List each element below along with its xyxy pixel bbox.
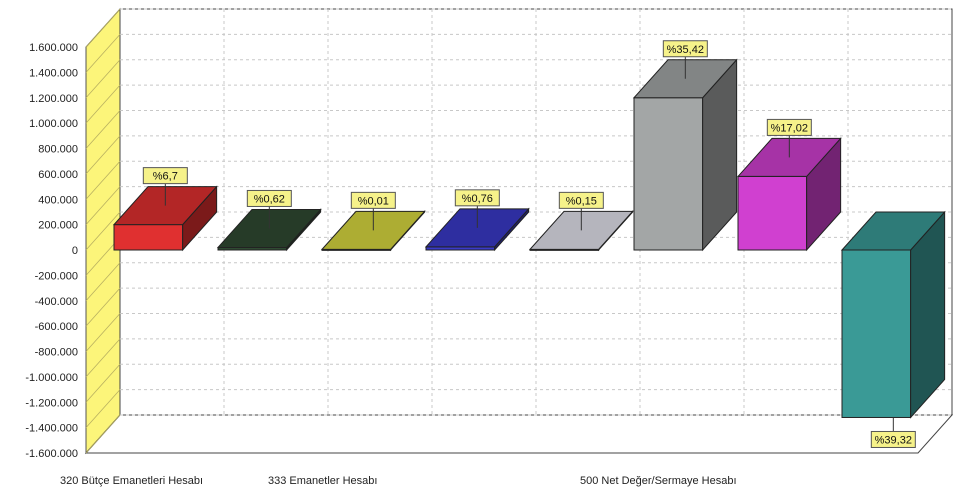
data-label-box [142, 167, 188, 185]
wall-gridline [85, 34, 121, 73]
data-label: %0,62 [246, 189, 292, 229]
data-label-box [662, 40, 708, 58]
data-label-text: %17,02 [771, 122, 808, 134]
wall-gridline [85, 363, 121, 403]
wall-gridline [85, 8, 121, 48]
data-label-box [870, 430, 916, 448]
wall-gridline [85, 186, 121, 225]
data-label-text: %0,76 [462, 193, 493, 205]
wall-gridline [85, 84, 121, 124]
wall-gridline [85, 211, 121, 251]
data-label-text: %0,01 [358, 195, 389, 207]
y-tick-label: -1.000.000 [25, 372, 78, 384]
data-label-box [558, 191, 604, 209]
y-tick-label: -400.000 [35, 296, 78, 308]
y-tick-label: 1.200.000 [29, 93, 78, 105]
bar-front [633, 97, 704, 251]
x-category-label: 320 Bütçe Emanetleri Hesabı [60, 475, 203, 487]
y-tick-label: -800.000 [35, 347, 78, 359]
y-tick-label: -1.200.000 [25, 397, 78, 409]
data-label-text: %39,32 [875, 434, 912, 446]
data-label-text: %6,7 [153, 171, 178, 183]
x-category-label: 500 Net Değer/Sermaye Hesabı [580, 475, 737, 487]
wall-gridline [85, 135, 121, 175]
y-tick-label: 400.000 [38, 194, 78, 206]
y-tick-label: 200.000 [38, 220, 78, 232]
x-axis: 320 Bütçe Emanetleri Hesabı 333 Emanetler… [60, 475, 737, 487]
y-tick-label: 1.400.000 [29, 67, 78, 79]
y-tick-label: -200.000 [35, 270, 78, 282]
wall-gridline [85, 414, 121, 454]
wall-gridline [85, 160, 121, 200]
data-label: %35,42 [662, 40, 708, 79]
floor [84, 414, 954, 454]
wall-gridline [85, 338, 121, 378]
wall-gridline [85, 59, 121, 99]
data-label: %0,76 [454, 189, 500, 228]
wall-gridline [85, 110, 121, 149]
y-tick-label: -1.400.000 [25, 423, 78, 435]
bar-front [737, 175, 808, 251]
data-label-box [454, 189, 500, 207]
wall-gridline [85, 287, 121, 327]
wall-gridline [85, 389, 121, 428]
y-tick-label: 600.000 [38, 169, 78, 181]
data-label-box [766, 118, 812, 136]
data-label: %39,32 [870, 417, 916, 448]
bar [840, 210, 946, 419]
y-tick-label: 1.000.000 [29, 118, 78, 130]
data-label-text: %0,62 [254, 193, 285, 205]
y-axis: 1.600.000 1.400.000 1.200.000 1.000.000 800.… [25, 42, 78, 460]
y-tick-label: 0 [72, 245, 78, 257]
bar [632, 58, 738, 252]
data-label-text: %0,15 [566, 195, 597, 207]
data-label-box [246, 189, 292, 207]
data-labels-group: %6,7 %0,62 %0,01 %0,76 %0,15 %35,42 %17,02 %39,… [142, 40, 916, 448]
data-label: %0,15 [558, 191, 604, 231]
data-label-box [350, 191, 396, 209]
y-tick-label: -1.600.000 [25, 448, 78, 460]
data-label: %6,7 [142, 167, 188, 206]
bar-top [840, 211, 946, 251]
gridlines [85, 8, 952, 454]
data-label-text: %35,42 [667, 44, 704, 56]
wall-gridline [85, 262, 121, 302]
bar-front [841, 249, 912, 418]
y-tick-label: 800.000 [38, 144, 78, 156]
bar-front [113, 224, 184, 251]
wall-gridline [85, 313, 121, 352]
y-tick-label: 1.600.000 [29, 42, 78, 54]
x-category-label: 333 Emanetler Hesabı [268, 475, 377, 487]
y-tick-label: -600.000 [35, 321, 78, 333]
data-label: %17,02 [766, 118, 812, 158]
data-label: %0,01 [350, 191, 396, 231]
